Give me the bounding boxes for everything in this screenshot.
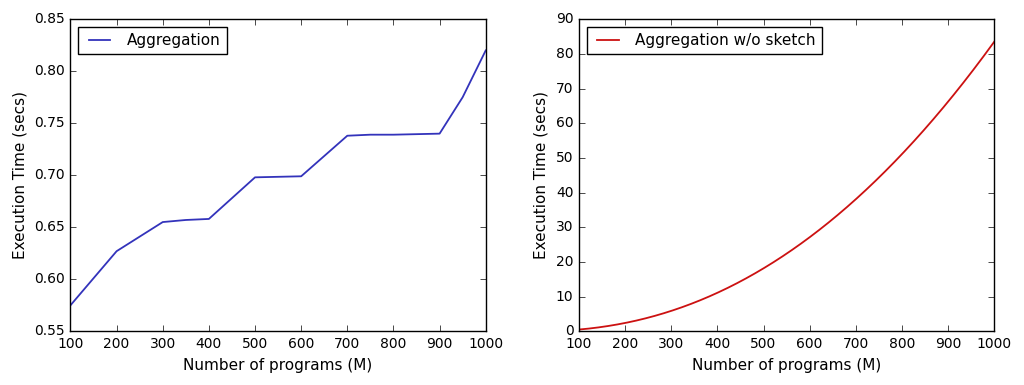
X-axis label: Number of programs (M): Number of programs (M)	[692, 358, 882, 373]
X-axis label: Number of programs (M): Number of programs (M)	[183, 358, 373, 373]
Aggregation	[341, 134, 353, 138]
Aggregation	[65, 303, 77, 308]
Aggregation w/o sketch	[988, 39, 1000, 44]
Aggregation	[457, 95, 469, 100]
Aggregation	[157, 220, 169, 224]
Aggregation w/o sketch	[904, 143, 916, 147]
Aggregation	[387, 132, 399, 137]
Y-axis label: Execution Time (secs): Execution Time (secs)	[12, 91, 28, 259]
Aggregation	[433, 131, 445, 136]
Aggregation w/o sketch	[572, 327, 585, 332]
Line: Aggregation w/o sketch: Aggregation w/o sketch	[579, 42, 994, 330]
Aggregation w/o sketch	[897, 151, 909, 156]
Aggregation w/o sketch	[756, 267, 768, 272]
Aggregation	[179, 218, 191, 222]
Line: Aggregation: Aggregation	[71, 50, 485, 305]
Legend: Aggregation: Aggregation	[78, 27, 227, 54]
Aggregation	[295, 174, 307, 179]
Aggregation	[479, 48, 492, 53]
Legend: Aggregation w/o sketch: Aggregation w/o sketch	[587, 27, 822, 54]
Aggregation	[249, 175, 261, 180]
Aggregation	[203, 217, 215, 221]
Aggregation w/o sketch	[615, 321, 628, 326]
Aggregation w/o sketch	[858, 189, 870, 194]
Y-axis label: Execution Time (secs): Execution Time (secs)	[534, 91, 549, 259]
Aggregation	[111, 249, 123, 253]
Aggregation w/o sketch	[740, 276, 753, 280]
Aggregation	[365, 132, 377, 137]
